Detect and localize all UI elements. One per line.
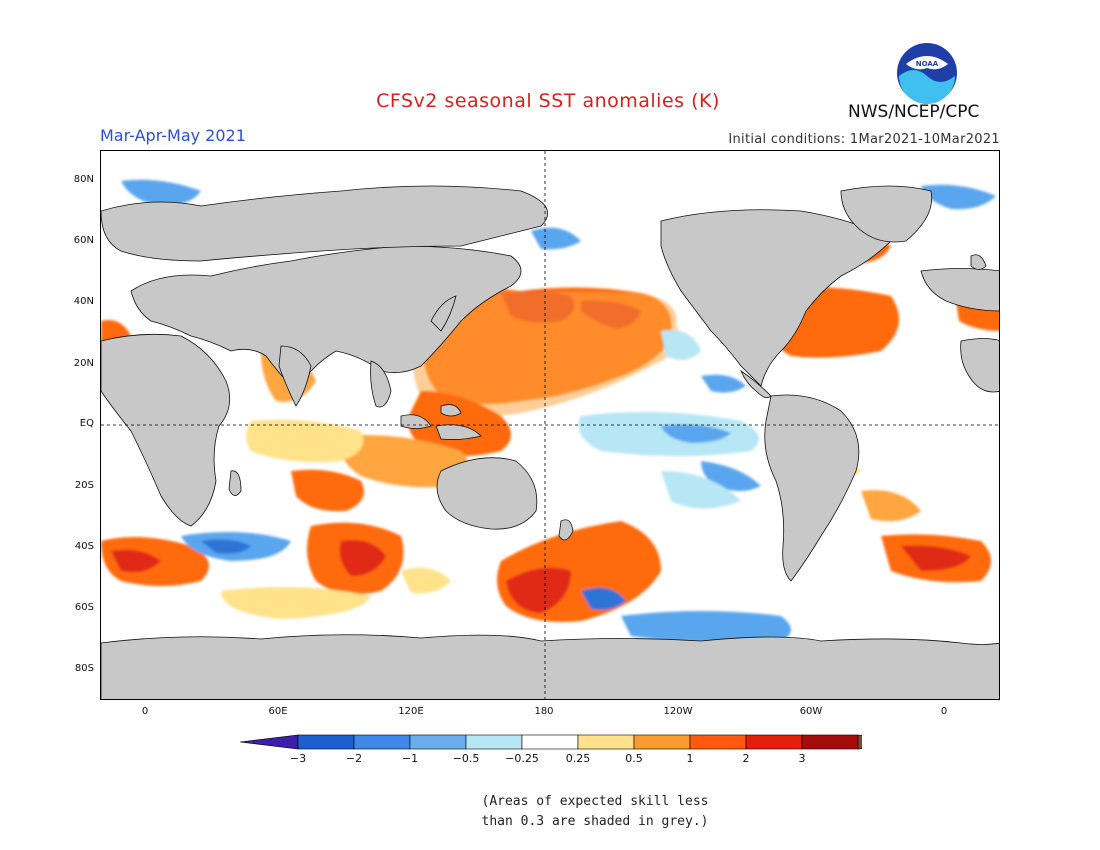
lon-label-180: 180 — [534, 706, 554, 717]
colorbar-segment — [297, 734, 355, 750]
lon-label-60w: 60W — [799, 706, 823, 717]
colorbar-tick-label: 0.25 — [565, 752, 591, 765]
colorbar-segment — [745, 734, 803, 750]
colorbar-segment — [409, 734, 467, 750]
lat-label-60n: 60N — [73, 235, 94, 246]
agency-label: NWS/NCEP/CPC — [848, 102, 980, 122]
lat-label-20s: 20S — [74, 480, 94, 491]
colorbar-svg — [239, 734, 917, 750]
colorbar-tick-label: −0.5 — [452, 752, 480, 765]
noaa-logo: NOAA — [896, 42, 958, 108]
initial-conditions-label: Initial conditions: 1Mar2021-10Mar2021 — [728, 132, 1000, 147]
south-america-land — [764, 394, 860, 582]
land-masses — [101, 185, 999, 699]
colorbar-segment — [465, 734, 523, 750]
antarctica-land — [101, 634, 999, 699]
lat-label-40n: 40N — [73, 296, 94, 307]
eurasia-land — [130, 245, 522, 392]
colorbar-segment — [577, 734, 635, 750]
lat-label-eq: EQ — [79, 418, 94, 429]
colorbar-tick-label: 0.5 — [625, 752, 643, 765]
indian-ocean-warm-anomaly — [291, 469, 364, 512]
lon-label-0: 0 — [141, 706, 149, 717]
australia-land — [436, 457, 538, 530]
lat-label-80s: 80S — [74, 663, 94, 674]
africa-land — [101, 333, 231, 527]
colorbar — [239, 734, 917, 754]
colorbar-tick-label: 2 — [742, 752, 750, 765]
colorbar-max-triangle — [857, 734, 917, 750]
maritime-continent-warm-anomaly — [408, 391, 511, 456]
colorbar-tick-label: −0.25 — [505, 752, 539, 765]
colorbar-tick-label: −2 — [345, 752, 363, 765]
skill-note: (Areas of expected skill less than 0.3 a… — [0, 792, 1100, 832]
southern-ocean-cool-band — [621, 611, 791, 643]
lon-label-0-east: 0 — [940, 706, 948, 717]
colorbar-segment — [689, 734, 747, 750]
chart-title: CFSv2 seasonal SST anomalies (K) — [376, 90, 720, 112]
colorbar-tick-label: −1 — [401, 752, 419, 765]
lat-label-20n: 20N — [73, 358, 94, 369]
skill-note-line-2: than 0.3 are shaded in grey.) — [481, 814, 709, 829]
lat-label-60s: 60S — [74, 602, 94, 613]
colorbar-segment — [633, 734, 691, 750]
colorbar-tick-label: −3 — [289, 752, 307, 765]
north-america-land — [660, 209, 892, 387]
colorbar-segment — [353, 734, 411, 750]
india-land — [278, 345, 312, 407]
colorbar-segment — [801, 734, 859, 750]
lat-label-40s: 40S — [74, 541, 94, 552]
forecast-period: Mar-Apr-May 2021 — [100, 126, 246, 145]
colorbar-min-triangle — [239, 734, 299, 750]
lon-label-120w: 120W — [663, 706, 693, 717]
colorbar-segment — [521, 734, 579, 750]
sst-anomaly-map — [100, 150, 1000, 700]
map-canvas — [101, 151, 999, 699]
colorbar-tick-label: 1 — [686, 752, 694, 765]
map-gridlines — [101, 151, 999, 699]
lon-label-60e: 60E — [268, 706, 288, 717]
skill-note-line-1: (Areas of expected skill less — [481, 794, 709, 809]
lon-label-120e: 120E — [398, 706, 424, 717]
colorbar-tick-label: 3 — [798, 752, 806, 765]
noaa-logo-text: NOAA — [916, 60, 939, 68]
lat-label-80n: 80N — [73, 174, 94, 185]
